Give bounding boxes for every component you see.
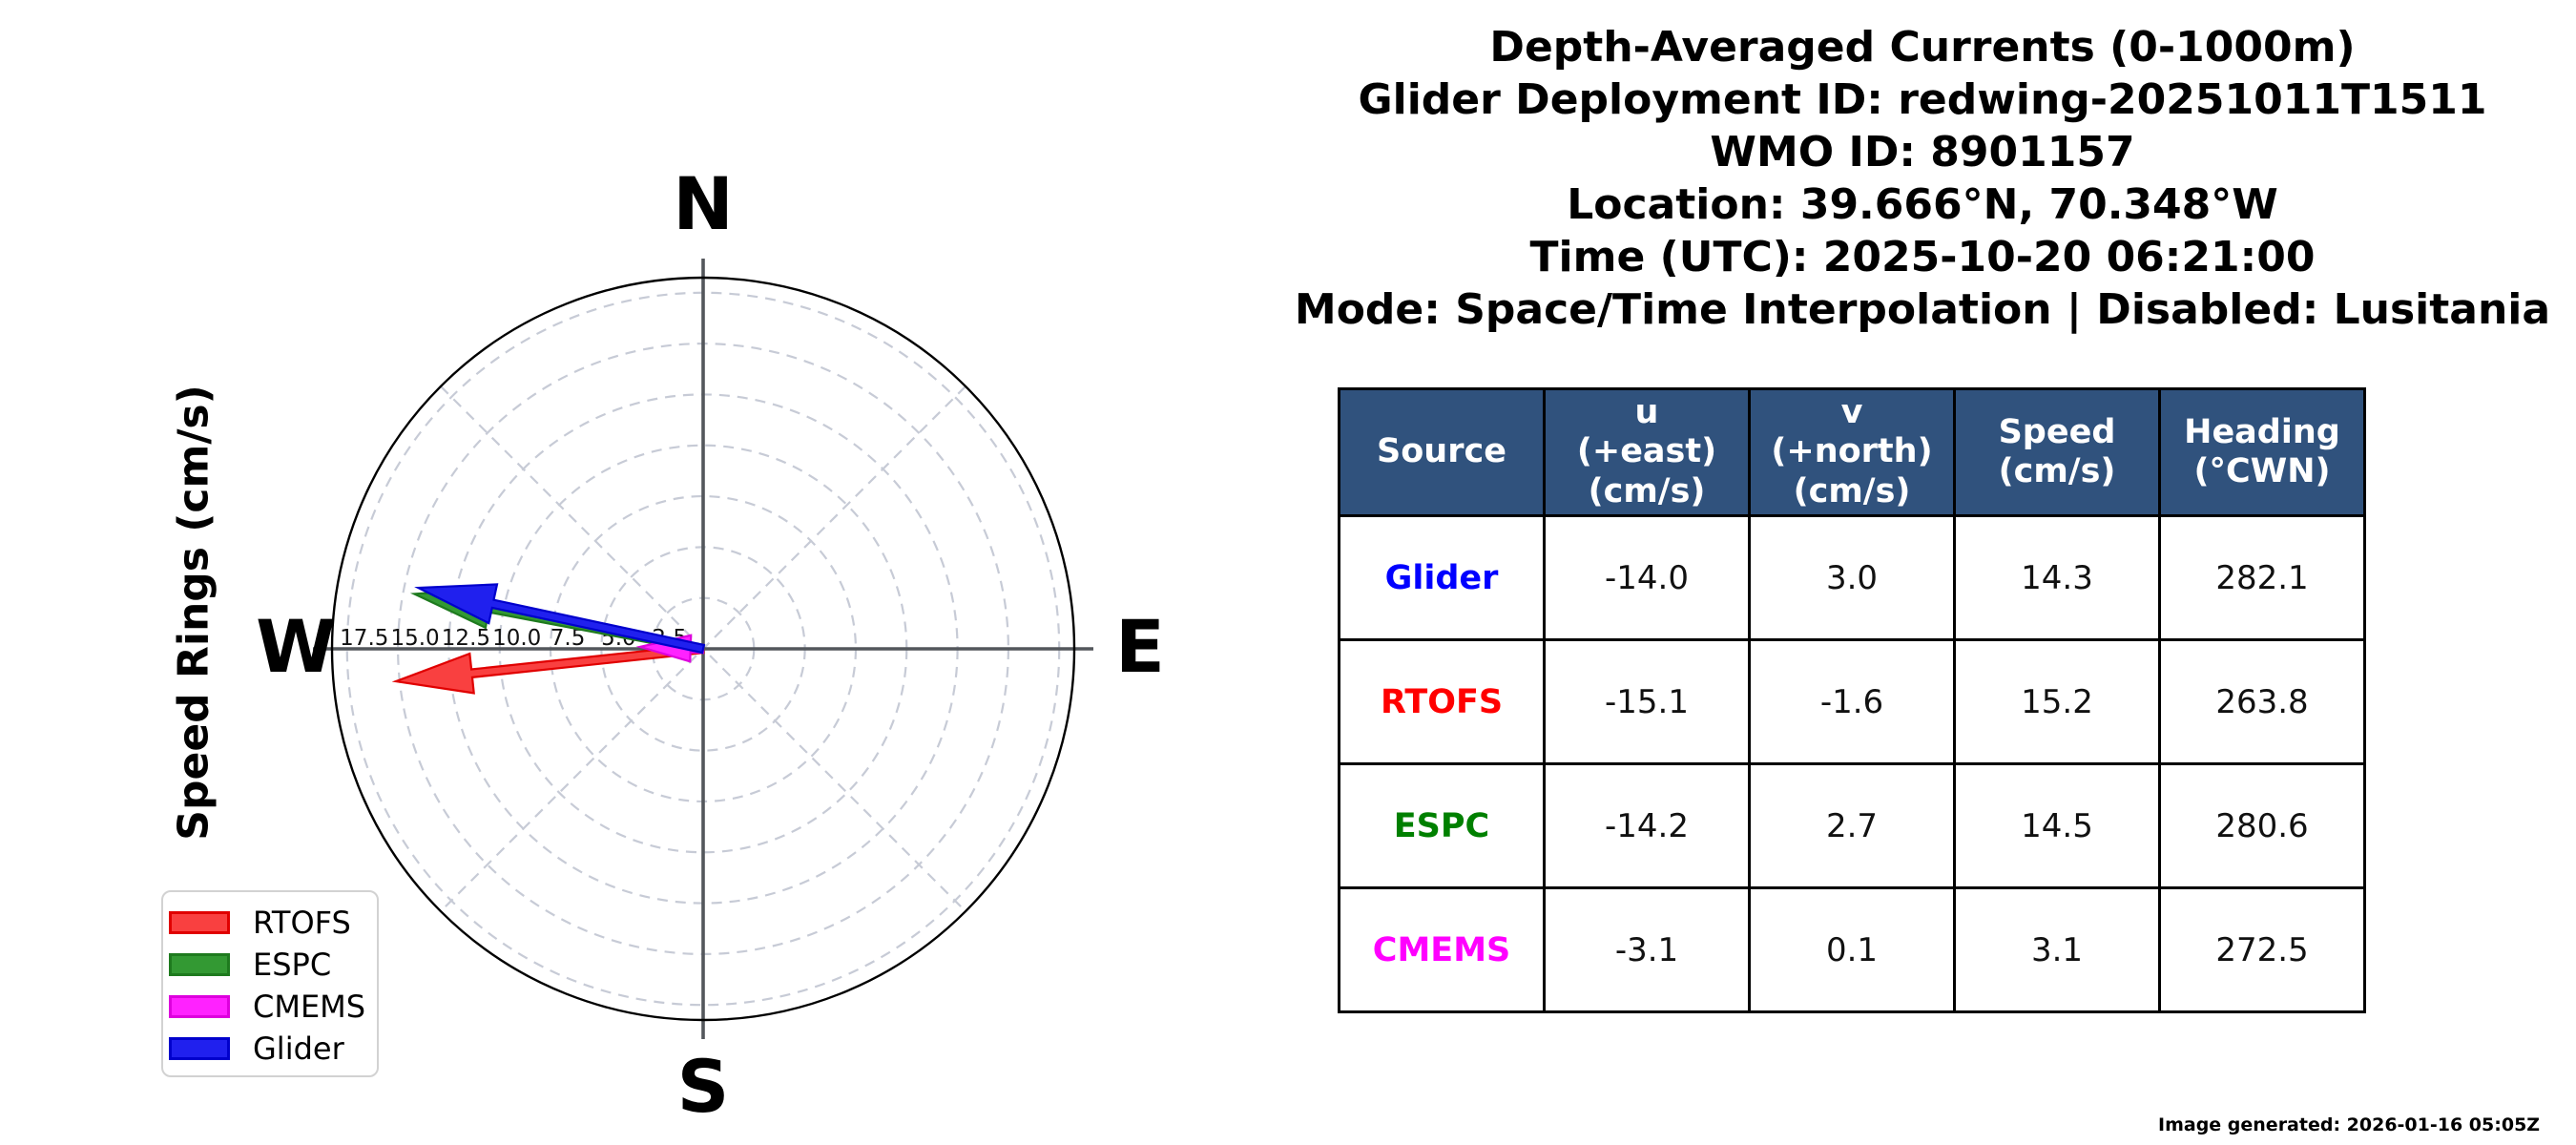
header-source: Source (1338, 387, 1546, 517)
cell-v: -1.6 (1748, 638, 1956, 765)
title-line-4: Location: 39.666°N, 70.348°W (1567, 180, 2278, 229)
cell-source: CMEMS (1338, 886, 1546, 1013)
legend-item-cmems: CMEMS (169, 986, 377, 1028)
legend-item-glider: Glider (169, 1028, 377, 1070)
cmems-swatch (169, 995, 230, 1018)
rtofs-swatch (169, 911, 230, 934)
legend: RTOFS ESPC CMEMS Glider (161, 890, 379, 1077)
cell-heading: 280.6 (2158, 762, 2366, 889)
cell-heading: 272.5 (2158, 886, 2366, 1013)
legend-item-rtofs: RTOFS (169, 902, 377, 944)
legend-label: ESPC (253, 947, 332, 983)
title-line-2: Glider Deployment ID: redwing-20251011T1… (1358, 75, 2487, 124)
cell-heading: 282.1 (2158, 514, 2366, 641)
generated-timestamp: Image generated: 2026-01-16 05:05Z (2158, 1114, 2541, 1135)
cell-v: 0.1 (1748, 886, 1956, 1013)
title-line-3: WMO ID: 8901157 (1710, 128, 2135, 177)
cell-u: -15.1 (1543, 638, 1751, 765)
rtofs-vector-arrow (391, 643, 705, 695)
cell-source: Glider (1338, 514, 1546, 641)
header-heading: Heading (°CWN) (2158, 387, 2366, 517)
espc-swatch (169, 953, 230, 976)
compass-label-west: W (256, 604, 336, 689)
title-line-6: Mode: Space/Time Interpolation | Disable… (1294, 285, 2551, 334)
title-block: Depth-Averaged Currents (0-1000m) Glider… (1278, 21, 2566, 336)
compass-label-south: S (677, 1044, 730, 1129)
header-v: v (+north) (cm/s) (1748, 387, 1956, 517)
cell-speed: 15.2 (1953, 638, 2161, 765)
compass-label-north: N (673, 161, 734, 246)
glider-vector-arrow (414, 583, 706, 655)
cell-u: -3.1 (1543, 886, 1751, 1013)
cell-speed: 14.3 (1953, 514, 2161, 641)
current-comparison-table: Source u (+east) (cm/s) v (+north) (cm/s… (1338, 387, 2366, 1013)
title-line-1: Depth-Averaged Currents (0-1000m) (1489, 23, 2356, 72)
header-speed: Speed (cm/s) (1953, 387, 2161, 517)
table-row-espc: ESPC -14.2 2.7 14.5 280.6 (1338, 762, 2366, 889)
outer-speed-ring (330, 276, 1076, 1022)
legend-item-espc: ESPC (169, 944, 377, 986)
cell-source: RTOFS (1338, 638, 1546, 765)
header-u: u (+east) (cm/s) (1543, 387, 1751, 517)
ring-label-17.5: 17.5 (340, 626, 388, 651)
title-line-5: Time (UTC): 2025-10-20 06:21:00 (1529, 233, 2316, 281)
polar-axis-label: Speed Rings (cm/s) (169, 385, 218, 841)
legend-label: CMEMS (253, 989, 366, 1025)
ring-label-15: 15.0 (390, 626, 439, 651)
table-body: Glider -14.0 3.0 14.3 282.1 RTOFS -15.1 -1.6 15.… (1338, 514, 2366, 1013)
ring-label-12.5: 12.5 (442, 626, 490, 651)
table-row-glider: Glider -14.0 3.0 14.3 282.1 (1338, 514, 2366, 641)
legend-label: RTOFS (253, 905, 351, 941)
table-row-rtofs: RTOFS -15.1 -1.6 15.2 263.8 (1338, 638, 2366, 765)
compass-label-east: E (1115, 604, 1165, 689)
ring-label-10: 10.0 (492, 626, 541, 651)
table-header: Source u (+east) (cm/s) v (+north) (cm/s… (1338, 387, 2366, 517)
cell-u: -14.2 (1543, 762, 1751, 889)
cell-v: 2.7 (1748, 762, 1956, 889)
table-row-cmems: CMEMS -3.1 0.1 3.1 272.5 (1338, 886, 2366, 1013)
cell-speed: 3.1 (1953, 886, 2161, 1013)
cell-heading: 263.8 (2158, 638, 2366, 765)
legend-label: Glider (253, 1030, 344, 1067)
cell-u: -14.0 (1543, 514, 1751, 641)
glider-swatch (169, 1037, 230, 1060)
cell-v: 3.0 (1748, 514, 1956, 641)
cell-source: ESPC (1338, 762, 1546, 889)
cell-speed: 14.5 (1953, 762, 2161, 889)
